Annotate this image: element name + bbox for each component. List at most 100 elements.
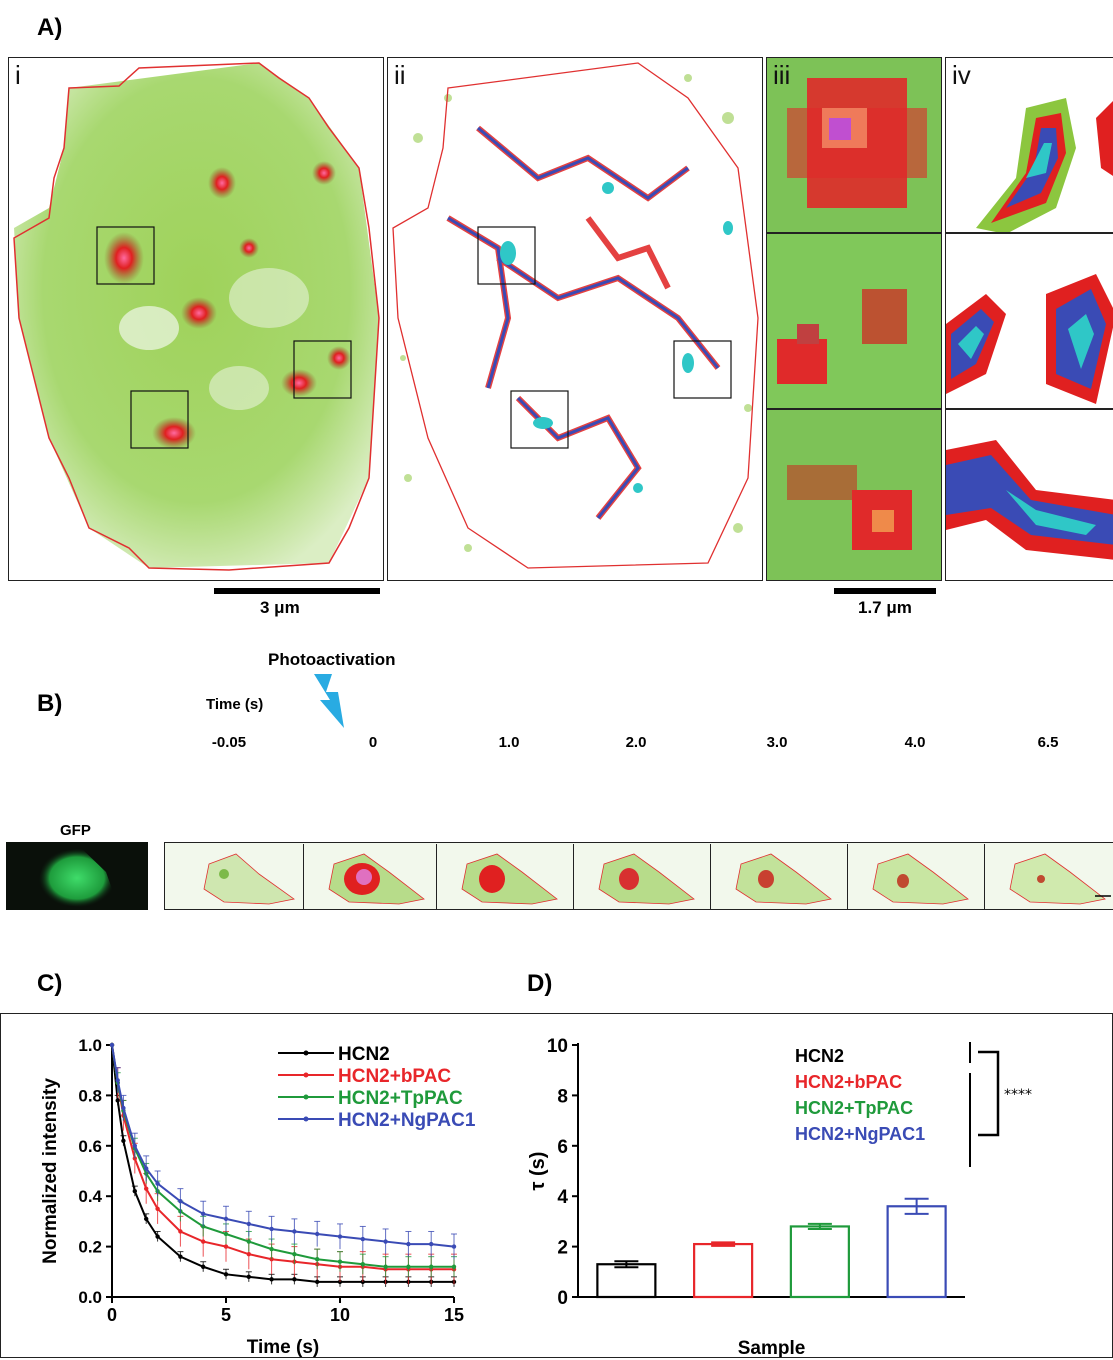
data-point	[223, 1272, 229, 1277]
y-tick-label: 2	[557, 1238, 568, 1259]
data-point	[121, 1138, 126, 1143]
data-point	[155, 1181, 160, 1186]
data-point	[223, 1231, 229, 1237]
data-point	[269, 1226, 274, 1232]
data-point	[155, 1234, 160, 1239]
panel-d-label: D)	[527, 970, 553, 997]
data-point	[132, 1143, 137, 1148]
y-tick-label: 0.0	[78, 1288, 102, 1307]
y-tick-label: 6	[557, 1137, 568, 1158]
zoom-contour-map	[946, 234, 1113, 408]
zoom-pixel-map	[767, 234, 941, 408]
data-point	[178, 1199, 183, 1204]
data-point	[269, 1257, 274, 1262]
data-point	[246, 1251, 251, 1257]
data-point	[337, 1234, 343, 1239]
panel-a-iv-zoom-3	[945, 409, 1113, 581]
y-tick-label: 8	[557, 1086, 568, 1107]
data-point	[292, 1277, 297, 1282]
data-point	[451, 1244, 457, 1249]
panel-a-ii-image: ii	[387, 57, 763, 581]
timelapse-frame	[437, 844, 574, 910]
sub-label-i: i	[15, 60, 21, 90]
panel-a-label: A)	[37, 14, 63, 41]
data-point	[315, 1279, 320, 1285]
bar	[596, 1263, 657, 1299]
y-axis-title: Normalized intensity	[40, 1078, 61, 1264]
data-point	[144, 1186, 149, 1191]
timelapse-frame	[848, 844, 985, 910]
timelapse-frame	[711, 844, 848, 910]
y-tick-label: 0	[557, 1288, 568, 1309]
y-tick-label: 0.8	[78, 1086, 102, 1105]
y-axis-title: τ (s)	[527, 1152, 549, 1191]
data-point	[315, 1231, 320, 1237]
data-point	[246, 1221, 251, 1227]
data-point	[121, 1105, 126, 1111]
zoom-pixel-map	[767, 410, 941, 580]
data-point	[292, 1251, 297, 1257]
scale-bar-3um	[214, 588, 380, 594]
time-point-label: 2.0	[625, 734, 647, 751]
timelapse-frame	[304, 844, 437, 910]
significance-stars: ****	[1004, 1087, 1032, 1103]
significance-bracket	[978, 1050, 1000, 1137]
gfp-cell	[38, 848, 116, 908]
legend-label: HCN2+TpPAC	[795, 1098, 913, 1118]
time-point-label: 1.0	[498, 734, 520, 751]
bar	[789, 1225, 850, 1299]
data-point	[269, 1246, 274, 1252]
time-point-label: 6.5	[1037, 734, 1059, 751]
legend-marker	[303, 1072, 309, 1078]
sub-label-iii: iii	[773, 60, 791, 90]
timelapse-frame	[164, 844, 304, 910]
data-point	[115, 1078, 120, 1083]
x-tick-label: 5	[221, 1305, 231, 1325]
legend-label: HCN2+TpPAC	[338, 1088, 463, 1109]
scale-bar-3um-label: 3 μm	[260, 598, 300, 617]
data-point	[246, 1274, 251, 1280]
panel-a-iii-zoom-2	[766, 233, 942, 409]
zoom-contour-map	[946, 410, 1113, 580]
data-point	[360, 1236, 365, 1242]
data-point	[451, 1264, 457, 1269]
data-point	[406, 1264, 411, 1269]
legend-label: HCN2	[795, 1046, 844, 1066]
data-point	[115, 1098, 120, 1103]
data-point	[223, 1216, 229, 1222]
x-axis-title: Sample	[738, 1338, 806, 1357]
data-point	[144, 1166, 149, 1171]
data-point	[292, 1229, 297, 1234]
time-point-label: 3.0	[766, 734, 788, 751]
legend-label: HCN2+NgPAC1	[338, 1110, 476, 1131]
data-point	[429, 1241, 434, 1247]
legend-label: HCN2+NgPAC1	[795, 1124, 925, 1144]
x-axis-title: Time (s)	[247, 1337, 320, 1357]
time-point-label: 0	[368, 734, 378, 751]
panel-a-iv-zoom-2	[945, 233, 1113, 409]
gfp-image	[6, 842, 148, 910]
panel-a-i-image: i	[8, 57, 384, 581]
legend-marker	[303, 1094, 309, 1100]
gfp-label: GFP	[60, 822, 91, 839]
data-point	[178, 1229, 183, 1234]
timelapse-frame	[985, 844, 1113, 910]
zoom-pixel-map	[767, 58, 941, 232]
tau-bar-chart: 0 2 4 6 8 10 τ (s) Sample HCN2 HCN2+bPAC HCN2+TpPA…	[527, 1036, 1032, 1357]
data-point	[360, 1262, 365, 1267]
data-point	[201, 1264, 206, 1269]
data-point	[383, 1264, 388, 1269]
sub-label-ii: ii	[394, 60, 406, 90]
data-point	[406, 1241, 411, 1247]
scale-bar-1-7um	[834, 588, 936, 594]
cell-green-map	[9, 58, 383, 580]
legend-marker	[303, 1050, 309, 1056]
zoom-contour-map	[946, 58, 1113, 232]
x-tick-label: 0	[107, 1305, 117, 1325]
data-point	[201, 1239, 206, 1244]
timelapse-frame	[574, 844, 711, 910]
x-tick-label: 15	[444, 1305, 464, 1325]
lightning-icon	[314, 674, 344, 728]
legend-marker	[303, 1116, 309, 1122]
data-point	[383, 1239, 388, 1244]
